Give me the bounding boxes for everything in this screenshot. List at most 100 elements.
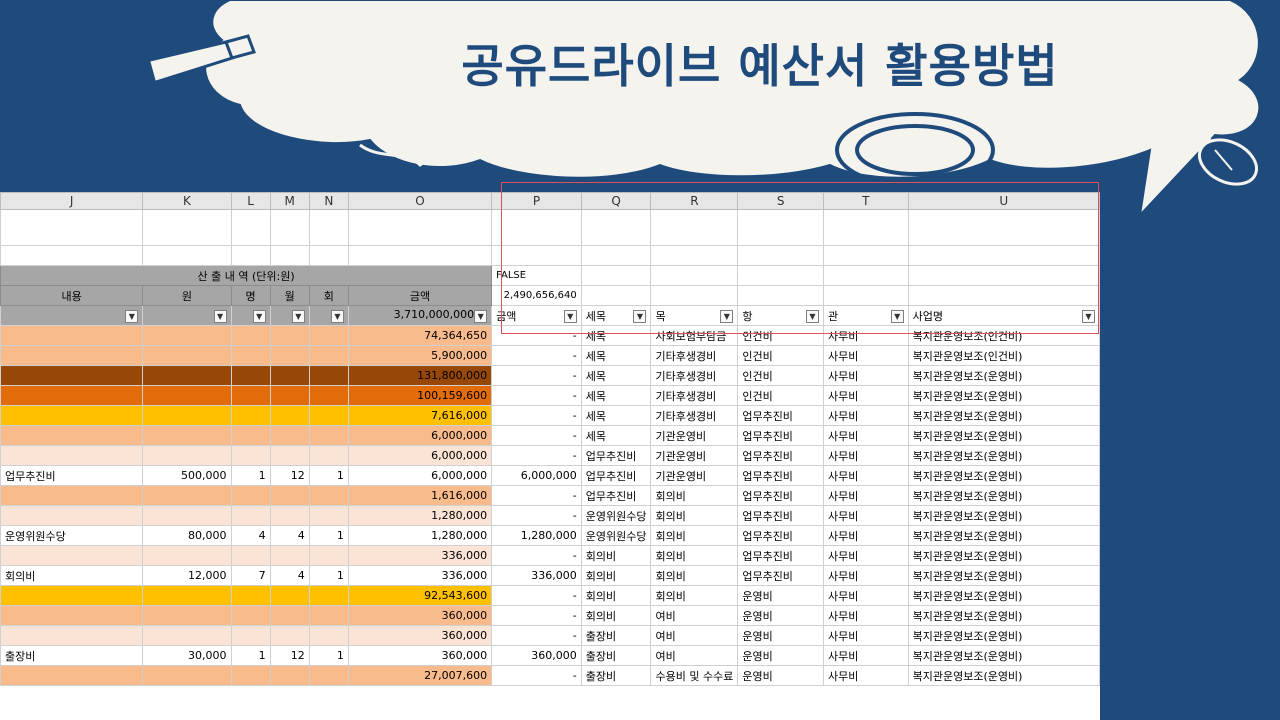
cell-j[interactable] — [0, 665, 144, 686]
cell-l[interactable] — [230, 325, 271, 346]
cell-n[interactable] — [308, 605, 349, 626]
cell-l[interactable] — [230, 365, 271, 386]
cell-n[interactable] — [308, 665, 349, 686]
cell-o[interactable]: 7,616,000 — [347, 405, 493, 426]
cell-r[interactable]: 기타후생경비 — [650, 345, 739, 366]
cell-j[interactable] — [0, 585, 144, 606]
cell-k[interactable] — [142, 405, 232, 426]
cell-o[interactable]: 360,000 — [347, 625, 493, 646]
cell-s[interactable]: 업무추진비 — [737, 445, 824, 466]
cell-n[interactable] — [308, 325, 349, 346]
cell-q[interactable]: 세목 — [580, 405, 652, 426]
cell-k[interactable] — [142, 365, 232, 386]
cell-l[interactable] — [230, 625, 271, 646]
cell-p[interactable]: - — [491, 405, 582, 426]
cell-q[interactable]: 출장비 — [580, 625, 652, 646]
cell-n[interactable] — [308, 545, 349, 566]
filter-cell-U[interactable]: ▼ 사업명 — [907, 305, 1100, 326]
cell-j[interactable]: 운영위원수당 — [0, 525, 144, 546]
cell-l[interactable] — [230, 545, 271, 566]
cell-l[interactable] — [230, 605, 271, 626]
filter-cell-M[interactable]: ▼ — [269, 305, 310, 326]
cell-p[interactable]: - — [491, 345, 582, 366]
filter-cell-Q[interactable]: ▼ 세목 — [580, 305, 652, 326]
cell-m[interactable] — [269, 605, 310, 626]
cell-u[interactable]: 복지관운영보조(운영비) — [907, 545, 1100, 566]
cell-n[interactable] — [308, 365, 349, 386]
cell-p[interactable]: 336,000 — [491, 565, 582, 586]
cell[interactable] — [907, 209, 1100, 246]
cell-s[interactable]: 운영비 — [737, 585, 824, 606]
cell-r[interactable]: 여비 — [650, 605, 739, 626]
cell-t[interactable]: 사무비 — [822, 405, 909, 426]
cell-l[interactable] — [230, 385, 271, 406]
cell-u[interactable]: 복지관운영보조(운영비) — [907, 585, 1100, 606]
cell-l[interactable] — [230, 665, 271, 686]
cell[interactable] — [491, 209, 582, 246]
cell-q[interactable]: 회의비 — [580, 585, 652, 606]
cell[interactable] — [650, 245, 739, 266]
cell[interactable] — [308, 245, 349, 266]
cell[interactable] — [650, 285, 739, 306]
cell-r[interactable]: 회의비 — [650, 585, 739, 606]
cell-k[interactable] — [142, 345, 232, 366]
cell-k[interactable] — [142, 445, 232, 466]
cell-t[interactable]: 사무비 — [822, 525, 909, 546]
cell-k[interactable] — [142, 605, 232, 626]
column-header[interactable]: J — [0, 192, 144, 210]
cell[interactable] — [580, 209, 652, 246]
cell-p[interactable]: - — [491, 365, 582, 386]
cell-p[interactable]: - — [491, 425, 582, 446]
cell-j[interactable] — [0, 505, 144, 526]
cell-m[interactable] — [269, 385, 310, 406]
cell-s[interactable]: 운영비 — [737, 645, 824, 666]
header-content[interactable]: 내용 — [0, 285, 144, 306]
cell-j[interactable] — [0, 345, 144, 366]
cell-r[interactable]: 회의비 — [650, 505, 739, 526]
cell-t[interactable]: 사무비 — [822, 345, 909, 366]
column-header[interactable]: T — [822, 192, 909, 210]
filter-cell-P[interactable]: ▼ 금액 — [491, 305, 582, 326]
cell-u[interactable]: 복지관운영보조(운영비) — [907, 605, 1100, 626]
cell-u[interactable]: 복지관운영보조(운영비) — [907, 625, 1100, 646]
cell-p[interactable]: - — [491, 605, 582, 626]
cell-l[interactable] — [230, 485, 271, 506]
cell-o[interactable]: 6,000,000 — [347, 445, 493, 466]
cell-l[interactable] — [230, 345, 271, 366]
filter-dropdown-icon[interactable]: ▼ — [330, 310, 344, 323]
column-header[interactable]: O — [347, 192, 493, 210]
cell[interactable] — [230, 209, 271, 246]
cell-s[interactable]: 인건비 — [737, 345, 824, 366]
cell-r[interactable]: 여비 — [650, 625, 739, 646]
cell-j[interactable] — [0, 625, 144, 646]
cell-t[interactable]: 사무비 — [822, 445, 909, 466]
cell[interactable] — [0, 245, 144, 266]
cell-n[interactable] — [308, 385, 349, 406]
column-header[interactable]: R — [650, 192, 739, 210]
cell-o[interactable]: 6,000,000 — [347, 425, 493, 446]
cell-u[interactable]: 복지관운영보조(운영비) — [907, 385, 1100, 406]
cell-q[interactable]: 회의비 — [580, 565, 652, 586]
cell-j[interactable] — [0, 325, 144, 346]
cell-m[interactable]: 12 — [269, 465, 310, 486]
cell[interactable] — [0, 209, 144, 246]
cell-n[interactable] — [308, 405, 349, 426]
cell-n[interactable] — [308, 345, 349, 366]
cell[interactable] — [737, 245, 824, 266]
cell[interactable] — [269, 209, 310, 246]
header-month[interactable]: 월 — [269, 285, 310, 306]
filter-cell-L[interactable]: ▼ — [230, 305, 271, 326]
cell-p[interactable]: 6,000,000 — [491, 465, 582, 486]
cell-n[interactable]: 1 — [308, 645, 349, 666]
cell-o[interactable]: 27,007,600 — [347, 665, 493, 686]
cell-t[interactable]: 사무비 — [822, 645, 909, 666]
cell-s[interactable]: 업무추진비 — [737, 545, 824, 566]
cell-r[interactable]: 회의비 — [650, 545, 739, 566]
filter-cell-S[interactable]: ▼ 항 — [737, 305, 824, 326]
column-header[interactable]: U — [907, 192, 1100, 210]
filter-dropdown-icon[interactable]: ▼ — [1082, 309, 1095, 323]
cell-s[interactable]: 업무추진비 — [737, 425, 824, 446]
cell-j[interactable]: 업무추진비 — [0, 465, 144, 486]
cell-m[interactable] — [269, 505, 310, 526]
cell-m[interactable] — [269, 425, 310, 446]
